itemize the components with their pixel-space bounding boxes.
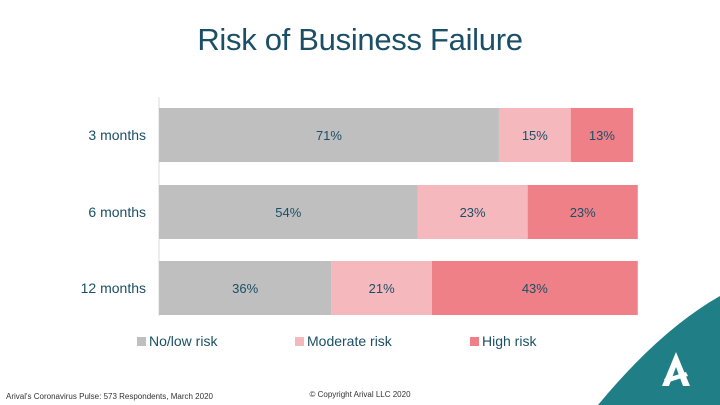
legend-label: Moderate risk [307,333,393,349]
source-note: Arival's Coronavirus Pulse: 573 Responde… [6,392,213,401]
data-label: 54% [275,205,301,220]
category-label: 3 months [88,127,146,143]
legend-swatch [137,337,146,346]
chart-title: Risk of Business Failure [197,22,523,57]
bar-segment [159,261,332,315]
legend-swatch [470,337,479,346]
data-label: 21% [369,281,395,296]
legend: No/low risk Moderate risk High risk [137,333,537,349]
category-label: 12 months [81,280,146,296]
bars-layer: 3 months 71% 15% 13% 6 months 54% 23% 23% 12 mon… [81,108,638,315]
bar-segment [527,185,638,239]
legend-label: No/low risk [149,333,218,349]
data-label: 23% [570,205,596,220]
bar-segment [159,108,499,162]
bar-segment [498,108,571,162]
data-label: 36% [232,281,258,296]
legend-label: High risk [482,333,537,349]
category-label: 6 months [88,204,146,220]
data-label: 13% [589,128,615,143]
bar-segment [417,185,528,239]
legend-swatch [295,337,304,346]
copyright-note: © Copyright Arival LLC 2020 [309,390,411,399]
bar-segment [570,108,633,162]
bar-segment [331,261,432,315]
data-label: 43% [522,281,548,296]
data-label: 23% [460,205,486,220]
data-label: 15% [522,128,548,143]
bar-segment [159,185,418,239]
data-label: 71% [316,128,342,143]
